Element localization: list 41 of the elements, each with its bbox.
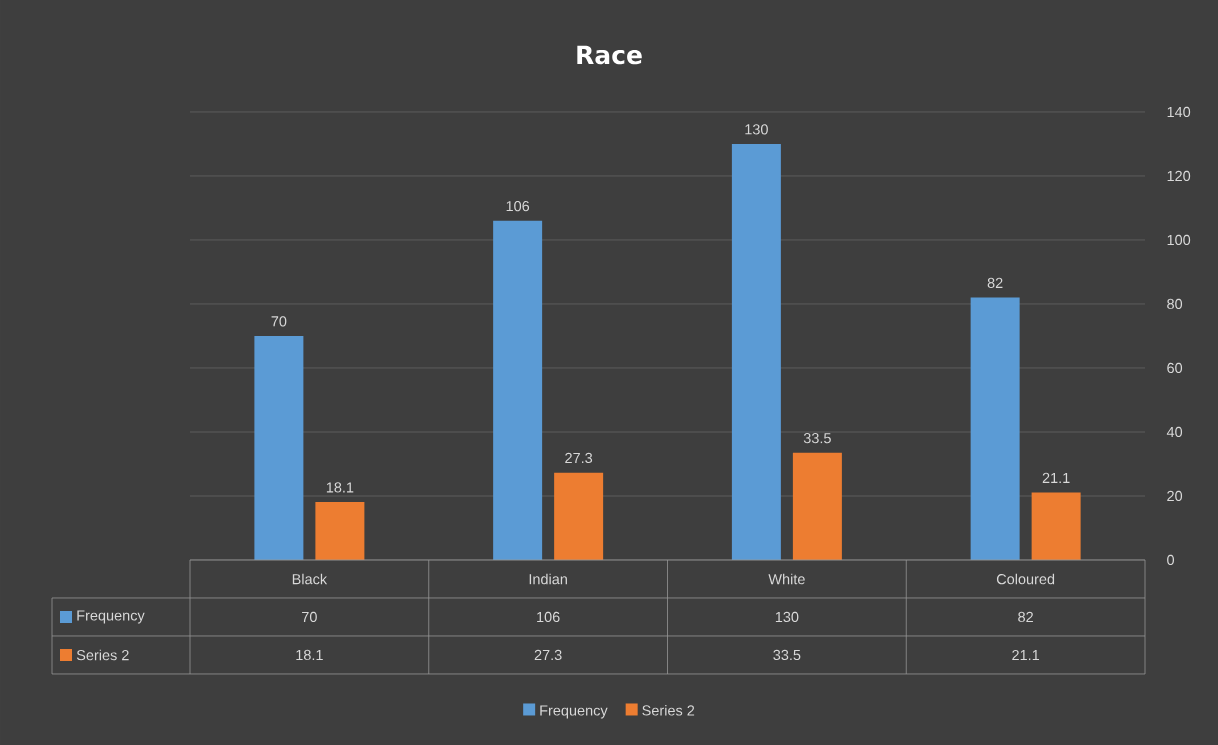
- x-tick-label: White: [768, 573, 805, 585]
- data-label: 130: [745, 124, 768, 135]
- y-tick-label: 120: [1167, 170, 1191, 182]
- text: 21.1: [1012, 649, 1040, 661]
- text: 82: [1018, 611, 1033, 623]
- text: 18.1: [296, 649, 323, 661]
- data-label: 33.5: [803, 433, 831, 444]
- y-tick-label: 40: [1166, 426, 1183, 438]
- y-tick-label: 20: [1167, 490, 1183, 502]
- x-tick-label: Coloured: [996, 573, 1055, 585]
- text: 106: [537, 611, 560, 623]
- data-label: 82: [987, 277, 1003, 289]
- data-label: 27.3: [565, 452, 593, 464]
- bar: [792, 452, 842, 560]
- data-label: 70: [271, 316, 287, 327]
- data-label: 18.1: [326, 482, 354, 493]
- x-tick-label: Black: [292, 573, 328, 585]
- legend-label: Frequency: [77, 610, 145, 624]
- text: 27.3: [534, 649, 562, 661]
- bar: [254, 335, 304, 560]
- bar: [970, 297, 1020, 560]
- data-label: 106: [506, 201, 530, 212]
- text: 33.5: [773, 649, 801, 661]
- text: Frequency: [540, 705, 608, 719]
- y-tick-label: 80: [1167, 298, 1183, 310]
- y-tick-label: 0: [1167, 554, 1175, 566]
- bar: [315, 502, 365, 560]
- y-tick-label: 140: [1167, 106, 1191, 118]
- y-tick-label: 100: [1167, 234, 1191, 246]
- y-tick-label: 60: [1167, 362, 1183, 374]
- bar: [731, 143, 781, 560]
- data-label: 21.1: [1042, 472, 1070, 483]
- bar: [1031, 492, 1081, 560]
- legend-label: Series 2: [642, 704, 695, 716]
- chart-title: Race: [577, 45, 642, 65]
- bar: [554, 472, 604, 560]
- x-tick-label: Indian: [529, 573, 567, 585]
- text: 130: [775, 611, 799, 623]
- text: Series 2: [76, 649, 129, 661]
- bar: [493, 220, 543, 560]
- text: 70: [302, 611, 317, 623]
